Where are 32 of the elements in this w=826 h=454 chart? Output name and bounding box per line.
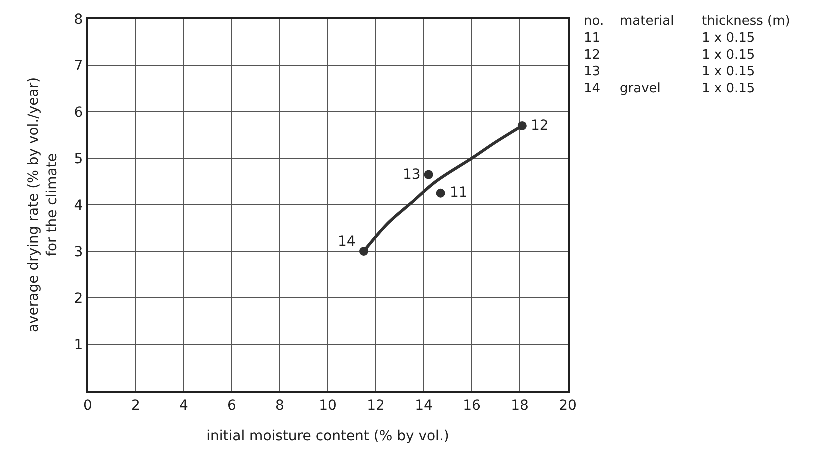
point	[424, 170, 434, 180]
x-tick-label: 18	[511, 398, 529, 414]
x-tick-label: 2	[132, 398, 140, 414]
x-axis-title: initial moisture content (% by vol.)	[206, 428, 450, 445]
x-tick-label: 0	[84, 398, 92, 414]
x-tick-label: 8	[276, 398, 284, 414]
annotation: 14	[338, 234, 356, 250]
x-tick-label: 12	[367, 398, 385, 414]
x-tick-label: 20	[559, 398, 577, 414]
x-tick-label: 10	[319, 398, 337, 414]
x-tick-label: 4	[180, 398, 189, 414]
y-axis-title: average drying rate (% by vol./year) for the climate	[26, 77, 60, 333]
x-tick-label: 14	[415, 398, 433, 414]
point	[360, 247, 368, 256]
y-tick-label: 3	[74, 244, 84, 260]
annotation: 13	[403, 167, 421, 183]
y-tick-label: 2	[74, 290, 84, 307]
point	[518, 121, 527, 130]
y-tick-label: 5	[74, 151, 84, 168]
y-tick-label: 1	[74, 337, 84, 354]
text: material gravel	[620, 14, 674, 97]
y-tick-label: 4	[74, 198, 84, 214]
annotation: 11	[450, 185, 468, 201]
text: thickness (m) 1 x 0.15 1 x 0.15 1 x 0.15 1 x 0.15	[702, 14, 790, 97]
x-tick-label: 16	[463, 398, 481, 414]
annotation: 12	[531, 118, 549, 134]
y-tick-label: 7	[74, 58, 84, 74]
text: no. 11 12 13 14	[584, 14, 604, 97]
y-tick-label: 6	[74, 104, 84, 121]
point	[436, 188, 446, 198]
x-tick-label: 6	[228, 398, 237, 414]
y-tick-label: 8	[74, 12, 84, 28]
